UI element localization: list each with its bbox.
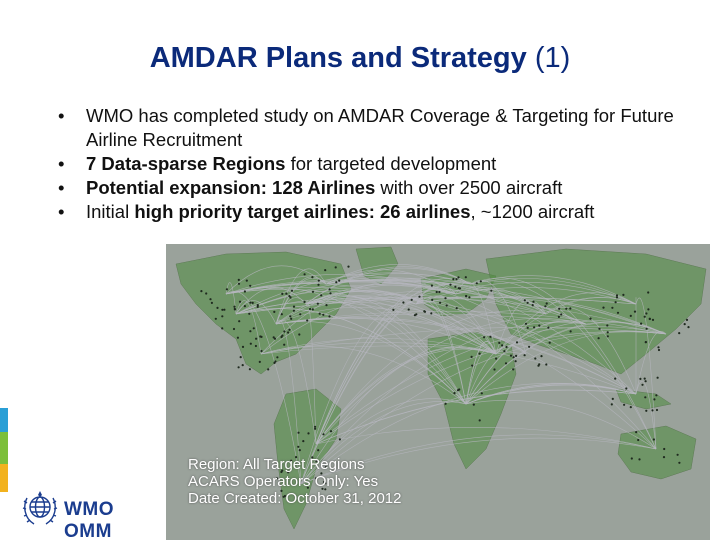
slide-title-main: AMDAR Plans and Strategy (149, 42, 527, 74)
bullet-list: WMO has completed study on AMDAR Coverag… (58, 104, 698, 224)
map-caption-region: Region: All Target Regions (188, 456, 365, 473)
bullet-text: with over 2500 aircraft (375, 177, 563, 198)
bullet-text: Initial (86, 201, 135, 222)
bullet-text: for targeted development (285, 153, 497, 174)
map-caption-date: Date Created: October 31, 2012 (188, 490, 402, 507)
side-bar-green (0, 432, 8, 464)
route-map: Region: All Target Regions ACARS Operato… (166, 244, 710, 540)
bullet-item: Initial high priority target airlines: 2… (58, 200, 698, 224)
wmo-emblem-icon (22, 491, 58, 525)
side-bar-blue (0, 408, 8, 432)
bullet-text: WMO has completed study on AMDAR Coverag… (86, 105, 674, 150)
side-bar-yellow (0, 464, 8, 492)
bullet-item: 7 Data-sparse Regions for targeted devel… (58, 152, 698, 176)
wmo-logo: WMO OMM (20, 488, 165, 542)
bullet-item: Potential expansion: 128 Airlines with o… (58, 176, 698, 200)
bullet-item: WMO has completed study on AMDAR Coverag… (58, 104, 698, 152)
wmo-logo-text: WMO OMM (64, 499, 115, 542)
bullet-text: 7 Data-sparse Regions (86, 153, 286, 174)
slide-title-suffix: (1) (534, 42, 571, 74)
bullet-text: high priority target airlines: 26 airlin… (134, 201, 471, 222)
map-caption: Region: All Target Regions ACARS Operato… (188, 456, 401, 507)
bullet-text: , ~1200 aircraft (470, 201, 595, 222)
world-map-graphic (166, 244, 710, 540)
slide-title: AMDAR Plans and Strategy (1) (0, 42, 720, 75)
bullet-text: Potential expansion: 128 Airlines (86, 177, 376, 198)
map-caption-operators: ACARS Operators Only: Yes (188, 473, 379, 490)
